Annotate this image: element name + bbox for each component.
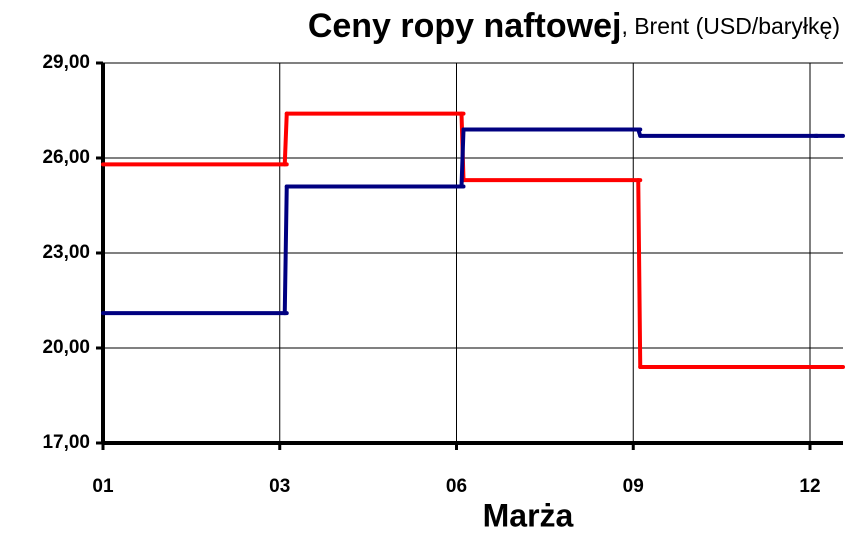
y-tick-label: 29,00 bbox=[42, 52, 90, 73]
x-tick-label: 01 bbox=[92, 476, 114, 497]
step-connector bbox=[636, 127, 643, 138]
step-connector bbox=[282, 184, 289, 316]
x-tick-label: 09 bbox=[623, 476, 644, 497]
y-tick-label: 20,00 bbox=[42, 337, 90, 358]
y-tick-label: 23,00 bbox=[42, 242, 90, 263]
x-tick-label: 03 bbox=[269, 476, 290, 497]
step-connector bbox=[636, 178, 643, 369]
x-axis-label: Marża bbox=[483, 497, 574, 533]
y-tick-label: 26,00 bbox=[42, 147, 90, 168]
y-tick-label: 17,00 bbox=[42, 432, 90, 453]
step-connector bbox=[459, 127, 466, 189]
chart-subtitle: , Brent (USD/baryłkę) bbox=[621, 13, 840, 39]
x-tick-label: 06 bbox=[446, 476, 467, 497]
chart-title: Ceny ropy naftowej bbox=[308, 7, 622, 45]
step-connector bbox=[282, 111, 289, 167]
x-tick-label: 12 bbox=[799, 476, 820, 497]
chart-heading: Ceny ropy naftowej, Brent (USD/baryłkę) bbox=[308, 7, 840, 45]
